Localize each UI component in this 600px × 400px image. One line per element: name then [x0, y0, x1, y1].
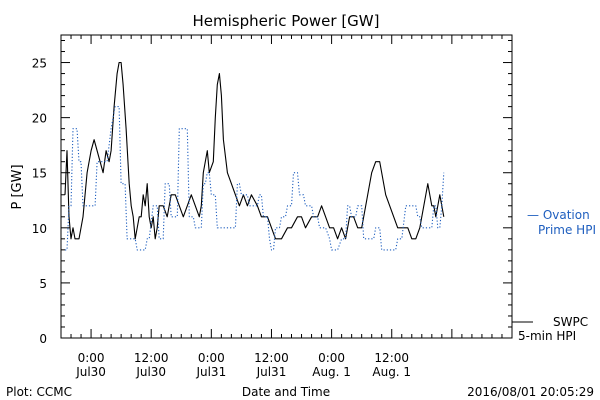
x-tick-date-label: Aug. 1: [372, 365, 411, 379]
x-tick-date-label: Aug. 1: [312, 365, 351, 379]
y-axis-label: P [GW]: [10, 164, 25, 209]
x-axis-label: Date and Time: [242, 385, 330, 399]
x-tick-time-label: 0:00: [78, 351, 105, 365]
legend-swpc-line1: SWPC: [553, 315, 588, 329]
plot-frame: [60, 34, 513, 339]
chart-title: Hemispheric Power [GW]: [193, 12, 380, 30]
y-tick-label: 25: [32, 57, 47, 71]
y-tick-label: 10: [32, 222, 47, 236]
x-tick-date-label: Jul31: [195, 365, 226, 379]
legend-swpc-line2: 5-min HPI: [518, 329, 576, 343]
series-line-swpc: [64, 61, 445, 240]
x-tick-time-label: 12:00: [374, 351, 409, 365]
footer-timestamp: 2016/08/01 20:05:29: [467, 385, 594, 399]
y-tick-label: 20: [32, 112, 47, 126]
x-axis: 0:00Jul3012:00Jul300:00Jul3112:00Jul310:…: [70, 35, 503, 379]
x-tick-time-label: 12:00: [254, 351, 289, 365]
legend-ovation-line1: — Ovation: [527, 208, 590, 222]
y-tick-label: 0: [39, 332, 47, 346]
y-tick-label: 5: [39, 277, 47, 291]
series-layer: [64, 61, 445, 251]
x-tick-date-label: Jul30: [135, 365, 166, 379]
legend-ovation-line2: Prime HPI: [538, 223, 596, 237]
x-tick-date-label: Jul30: [75, 365, 106, 379]
x-tick-date-label: Jul31: [256, 365, 287, 379]
y-tick-label: 15: [32, 167, 47, 181]
series-line-ovation: [65, 106, 445, 251]
x-tick-time-label: 0:00: [198, 351, 225, 365]
x-tick-time-label: 0:00: [318, 351, 345, 365]
x-tick-time-label: 12:00: [134, 351, 169, 365]
y-axis: 0 5 10 15 20 25: [32, 40, 512, 346]
footer-plot-source: Plot: CCMC: [6, 385, 72, 399]
